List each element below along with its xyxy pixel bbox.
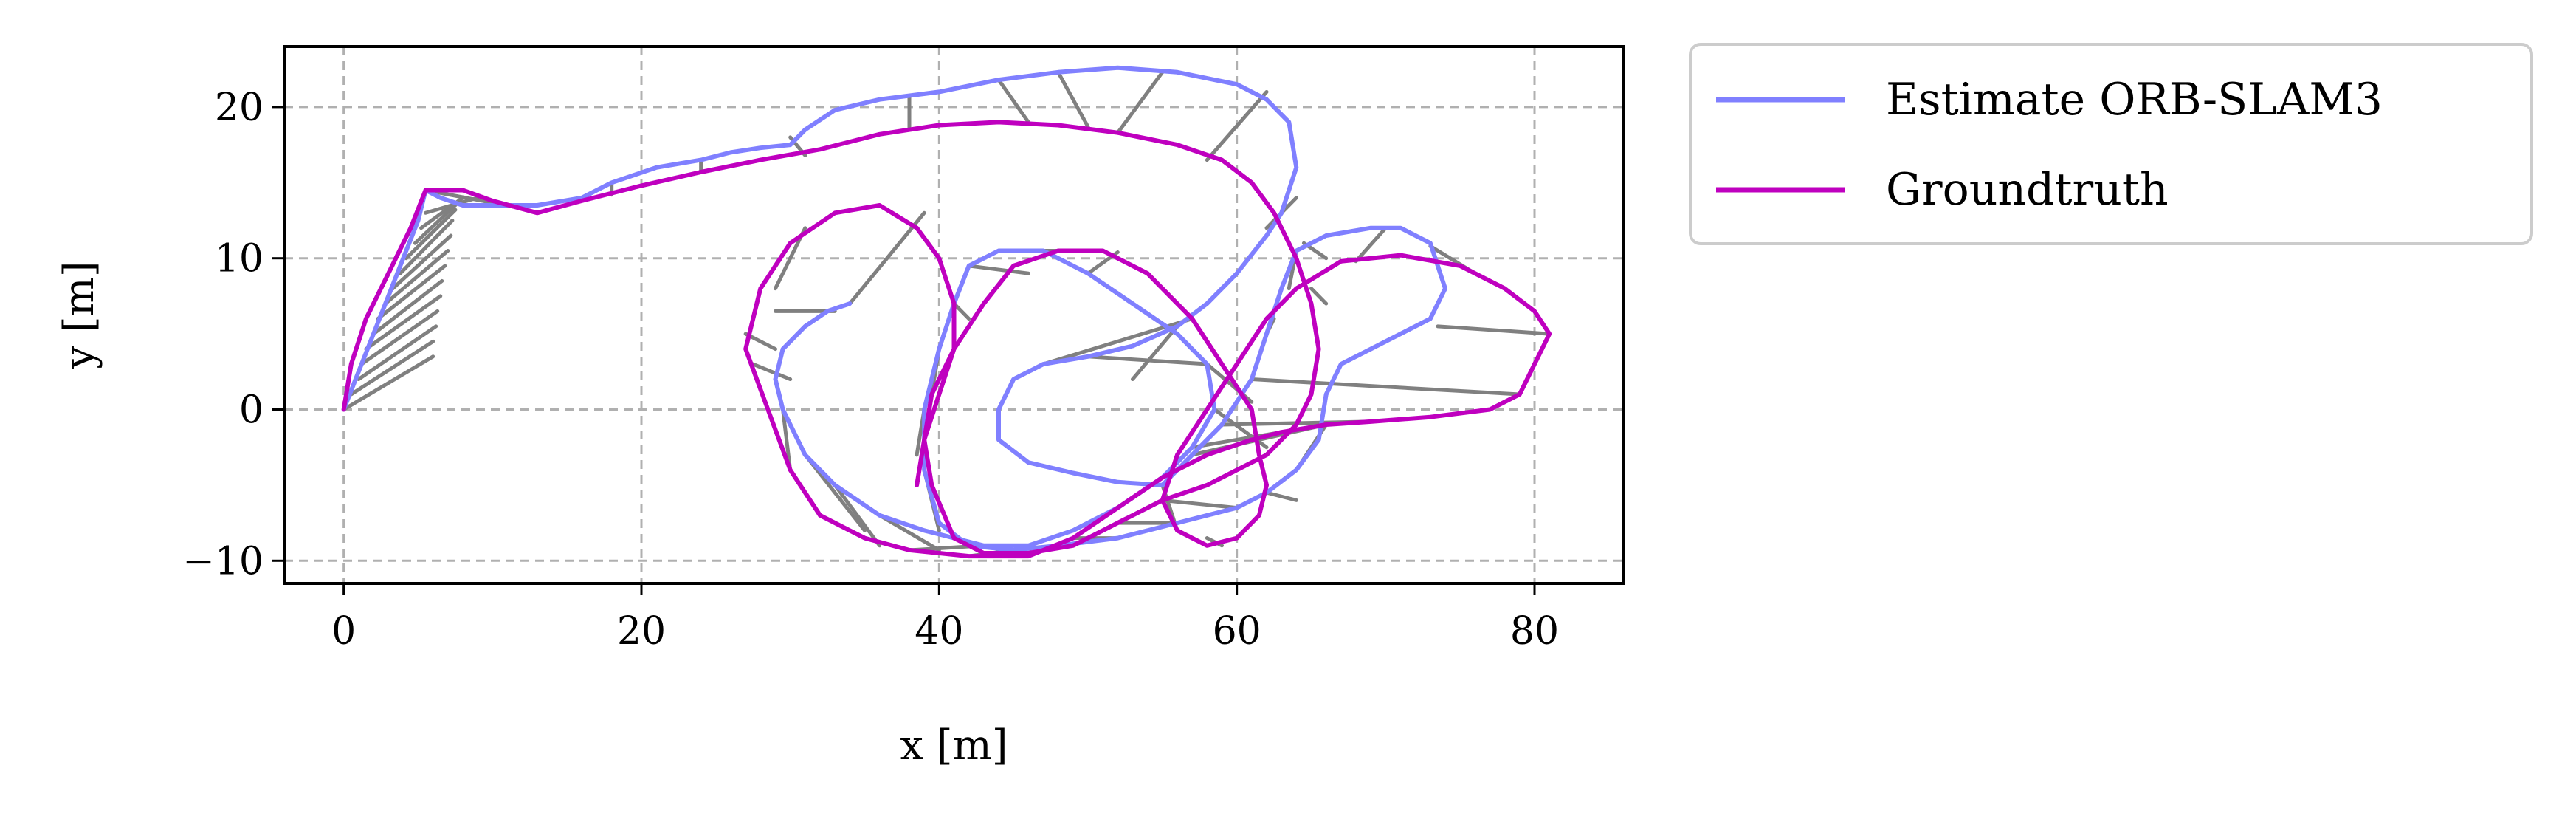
- error-segment: [364, 294, 443, 352]
- x-tick-label: 20: [617, 609, 666, 654]
- legend-box: [1689, 43, 2533, 245]
- legend-label-estimate: Estimate ORB-SLAM3: [1886, 74, 2383, 126]
- x-tick-label: 60: [1213, 609, 1261, 654]
- error-segments: [342, 70, 1552, 558]
- y-tick-label: 10: [215, 237, 264, 281]
- error-segment: [751, 362, 793, 382]
- groundtruth-line: [341, 120, 1552, 559]
- error-segment: [359, 309, 440, 366]
- x-tick-label: 80: [1510, 609, 1559, 654]
- y-tick-label: 20: [215, 86, 264, 130]
- y-tick-label: −10: [182, 539, 264, 583]
- x-tick-label: 40: [915, 609, 963, 654]
- error-segment: [413, 200, 461, 245]
- error-segment: [383, 248, 450, 306]
- error-segment: [1115, 70, 1165, 135]
- series-lines: [341, 65, 1552, 559]
- error-segment: [424, 196, 480, 215]
- error-segment: [847, 210, 926, 306]
- error-segment: [1264, 490, 1298, 502]
- error-segment: [1131, 324, 1179, 382]
- estimate-line: [341, 65, 1447, 552]
- error-segment: [878, 513, 941, 552]
- x-axis-ticks: 0 20 40 60 80: [331, 583, 1559, 654]
- error-segment: [996, 78, 1030, 124]
- error-segment: [1436, 324, 1552, 336]
- error-segment: [404, 208, 458, 261]
- error-segment: [1309, 287, 1329, 306]
- x-tick-label: 0: [331, 609, 356, 654]
- y-axis-label: y [m]: [55, 261, 103, 369]
- plot-frame: [283, 45, 1625, 585]
- error-segment: [952, 301, 971, 321]
- error-segment: [1160, 498, 1239, 510]
- error-segment: [1250, 377, 1522, 397]
- legend: Estimate ORB-SLAM3 Groundtruth: [1689, 43, 2533, 245]
- legend-label-groundtruth: Groundtruth: [1886, 164, 2169, 216]
- error-segment: [376, 264, 447, 321]
- error-segment: [967, 264, 1030, 275]
- error-segment: [349, 339, 435, 397]
- y-axis-ticks: −10 0 10 20: [182, 86, 284, 583]
- error-segment: [1205, 89, 1269, 162]
- error-segment: [781, 407, 793, 472]
- error-segment: [342, 354, 435, 411]
- error-segment: [398, 219, 455, 275]
- error-segment: [833, 483, 882, 548]
- error-segment: [1056, 70, 1090, 129]
- error-segment: [1354, 226, 1388, 264]
- error-segment: [390, 233, 453, 291]
- error-segment: [357, 324, 438, 382]
- error-segment: [371, 278, 444, 336]
- x-axis-label: x [m]: [900, 722, 1008, 770]
- y-tick-label: 0: [239, 388, 264, 432]
